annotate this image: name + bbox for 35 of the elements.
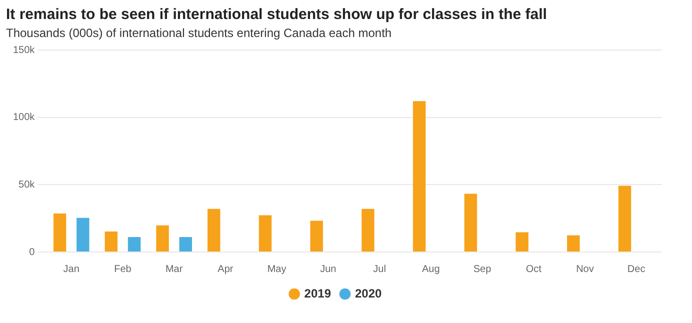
x-tick-label: Apr	[218, 264, 234, 275]
x-tick-label: Sep	[473, 264, 492, 275]
y-tick-label: 0	[29, 246, 36, 258]
bar	[516, 232, 528, 252]
bar	[179, 237, 192, 252]
x-tick-label: May	[267, 264, 286, 275]
bar	[104, 232, 118, 252]
chart-subtitle: Thousands (000s) of international students entering Canada each month	[6, 26, 393, 40]
x-tick-label: Nov	[576, 264, 594, 275]
y-tick-label: 150k	[12, 44, 36, 56]
x-tick-label: Feb	[114, 264, 132, 275]
bar	[76, 218, 90, 252]
bar	[258, 215, 272, 252]
y-tick-label: 50k	[18, 179, 36, 190]
bar	[618, 186, 632, 252]
x-tick-label: Mar	[165, 264, 184, 275]
x-tick-label: Jun	[320, 264, 336, 275]
x-tick-label: Dec	[627, 264, 646, 275]
bar	[464, 194, 478, 252]
y-tick-label: 100k	[12, 112, 36, 124]
legend-label: 2019	[304, 286, 332, 300]
bar	[362, 208, 374, 252]
x-tick-label: Aug	[422, 264, 440, 275]
bar	[567, 235, 580, 252]
bar	[128, 237, 141, 252]
bar	[412, 101, 426, 252]
x-tick-label: Jan	[63, 264, 80, 275]
x-tick-label: Oct	[526, 264, 542, 275]
x-tick-label: Jul	[373, 264, 386, 275]
legend-label: 2020	[355, 286, 382, 300]
chart-title: It remains to be seen if international students show up for classes in the fall	[6, 6, 548, 23]
bar	[310, 220, 323, 252]
bar	[53, 213, 66, 252]
bar	[156, 225, 169, 252]
bar	[208, 208, 220, 252]
